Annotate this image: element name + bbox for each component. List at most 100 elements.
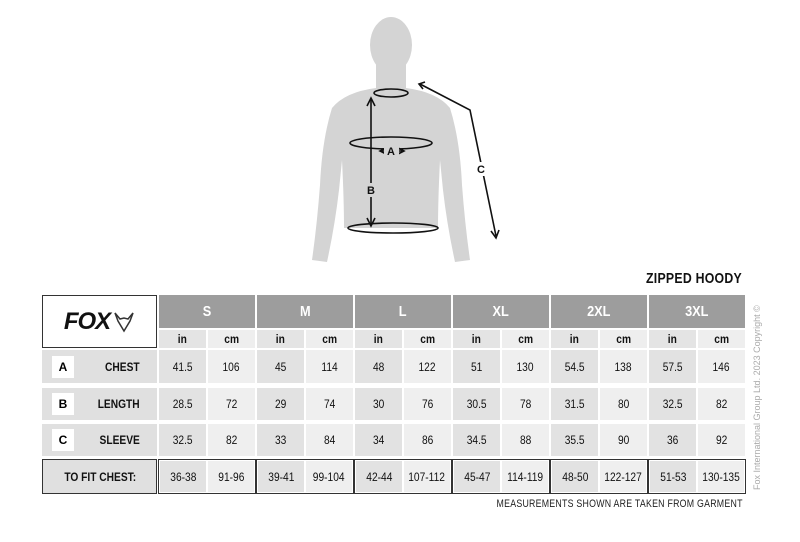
fit-value-cell-text: 122-127 — [604, 469, 642, 484]
unit-header: cm — [502, 330, 549, 348]
unit-header-text: cm — [322, 332, 337, 346]
fox-head-icon — [114, 312, 134, 332]
unit-header-text: cm — [224, 332, 239, 346]
value-cell-text: 34 — [372, 433, 385, 447]
fit-value-cell-text: 130-135 — [702, 469, 740, 484]
value-cell-text: 146 — [712, 359, 731, 374]
value-cell: 72 — [208, 388, 255, 420]
value-cell-text: 84 — [323, 433, 336, 447]
unit-header: in — [159, 330, 206, 348]
size-header: 3XL — [649, 295, 745, 328]
value-cell-text: 92 — [715, 433, 728, 447]
value-cell: 48 — [355, 350, 402, 383]
fit-size-box — [256, 459, 354, 494]
unit-header-text: cm — [518, 332, 533, 346]
fit-value-cell: 122-127 — [600, 461, 646, 492]
value-cell: 30.5 — [453, 388, 500, 420]
unit-header-text: in — [373, 332, 384, 346]
value-cell-text: 48 — [372, 359, 385, 374]
value-cell-text: 76 — [421, 397, 434, 411]
unit-header-text: cm — [420, 332, 435, 346]
fit-value-cell-text: 36-38 — [169, 469, 197, 484]
fit-value-cell: 42-44 — [356, 461, 402, 492]
value-cell-text: 80 — [617, 397, 630, 411]
value-cell: 33 — [257, 424, 304, 456]
value-cell-text: 41.5 — [172, 359, 193, 374]
value-cell: 82 — [208, 424, 255, 456]
value-cell-text: 30 — [372, 397, 385, 411]
value-cell: 84 — [306, 424, 353, 456]
value-cell: 114 — [306, 350, 353, 383]
fit-value-cell: 39-41 — [258, 461, 304, 492]
value-cell: 31.5 — [551, 388, 598, 420]
fit-value-cell: 91-96 — [208, 461, 254, 492]
row-letter: C — [52, 429, 74, 451]
size-header-text: L — [399, 303, 407, 320]
body-silhouette — [312, 17, 470, 262]
value-cell-text: 51 — [470, 359, 483, 374]
fit-value-cell-text: 114-119 — [507, 469, 543, 484]
fit-value-cell-text: 48-50 — [561, 469, 589, 484]
size-header-text: XL — [492, 303, 510, 320]
value-cell: 29 — [257, 388, 304, 420]
value-cell: 78 — [502, 388, 549, 420]
value-cell-text: 29 — [274, 397, 287, 411]
unit-header-text: cm — [714, 332, 729, 346]
value-cell: 34 — [355, 424, 402, 456]
size-header: S — [159, 295, 255, 328]
value-cell: 86 — [404, 424, 451, 456]
fit-size-box — [158, 459, 256, 494]
value-cell-text: 30.5 — [466, 397, 487, 411]
value-cell: 36 — [649, 424, 696, 456]
value-cell-text: 36 — [666, 433, 679, 447]
value-cell: 45 — [257, 350, 304, 383]
unit-header-text: in — [275, 332, 286, 346]
value-cell: 76 — [404, 388, 451, 420]
size-header-text: M — [299, 303, 311, 320]
row-letter: A — [52, 355, 74, 378]
unit-header: cm — [600, 330, 647, 348]
brand-logo: FOX — [42, 295, 157, 348]
fit-label-box — [42, 459, 157, 494]
fit-value-cell-text: 107-112 — [408, 469, 446, 484]
fit-value-cell-text: 39-41 — [267, 469, 295, 484]
unit-header-text: in — [177, 332, 188, 346]
value-cell: 138 — [600, 350, 647, 383]
body-measurement-diagram: A B C — [312, 17, 500, 262]
measurement-note: MEASUREMENTS SHOWN ARE TAKEN FROM GARMEN… — [496, 498, 743, 510]
fit-chest-label-text: TO FIT CHEST: — [63, 469, 136, 484]
value-cell: 92 — [698, 424, 745, 456]
value-cell-text: 45 — [274, 359, 287, 374]
value-cell: 122 — [404, 350, 451, 383]
value-cell: 32.5 — [159, 424, 206, 456]
value-cell-text: 28.5 — [172, 397, 193, 411]
value-cell: 106 — [208, 350, 255, 383]
neck-marker — [373, 88, 409, 98]
value-cell-text: 82 — [715, 397, 728, 411]
value-cell: 35.5 — [551, 424, 598, 456]
unit-header: cm — [208, 330, 255, 348]
row-label-text: LENGTH — [97, 397, 140, 411]
value-cell-text: 106 — [222, 359, 241, 374]
value-cell: 30 — [355, 388, 402, 420]
value-cell-text: 82 — [225, 433, 238, 447]
fit-value-cell: 48-50 — [552, 461, 598, 492]
fit-chest-label: TO FIT CHEST: — [43, 460, 156, 493]
value-cell: 74 — [306, 388, 353, 420]
value-cell-text: 78 — [519, 397, 532, 411]
size-header: M — [257, 295, 353, 328]
value-cell: 28.5 — [159, 388, 206, 420]
unit-header: in — [551, 330, 598, 348]
value-cell: 32.5 — [649, 388, 696, 420]
fit-value-cell: 130-135 — [698, 461, 744, 492]
size-header-text: S — [202, 303, 212, 320]
value-cell-text: 114 — [321, 359, 338, 374]
value-cell: 146 — [698, 350, 745, 383]
size-header: XL — [453, 295, 549, 328]
fit-value-cell-text: 45-47 — [463, 469, 491, 484]
value-cell-text: 86 — [421, 433, 434, 447]
label-b: B — [367, 185, 375, 197]
size-header-text: 2XL — [587, 303, 611, 320]
fit-value-cell: 45-47 — [454, 461, 500, 492]
fit-size-box — [550, 459, 648, 494]
